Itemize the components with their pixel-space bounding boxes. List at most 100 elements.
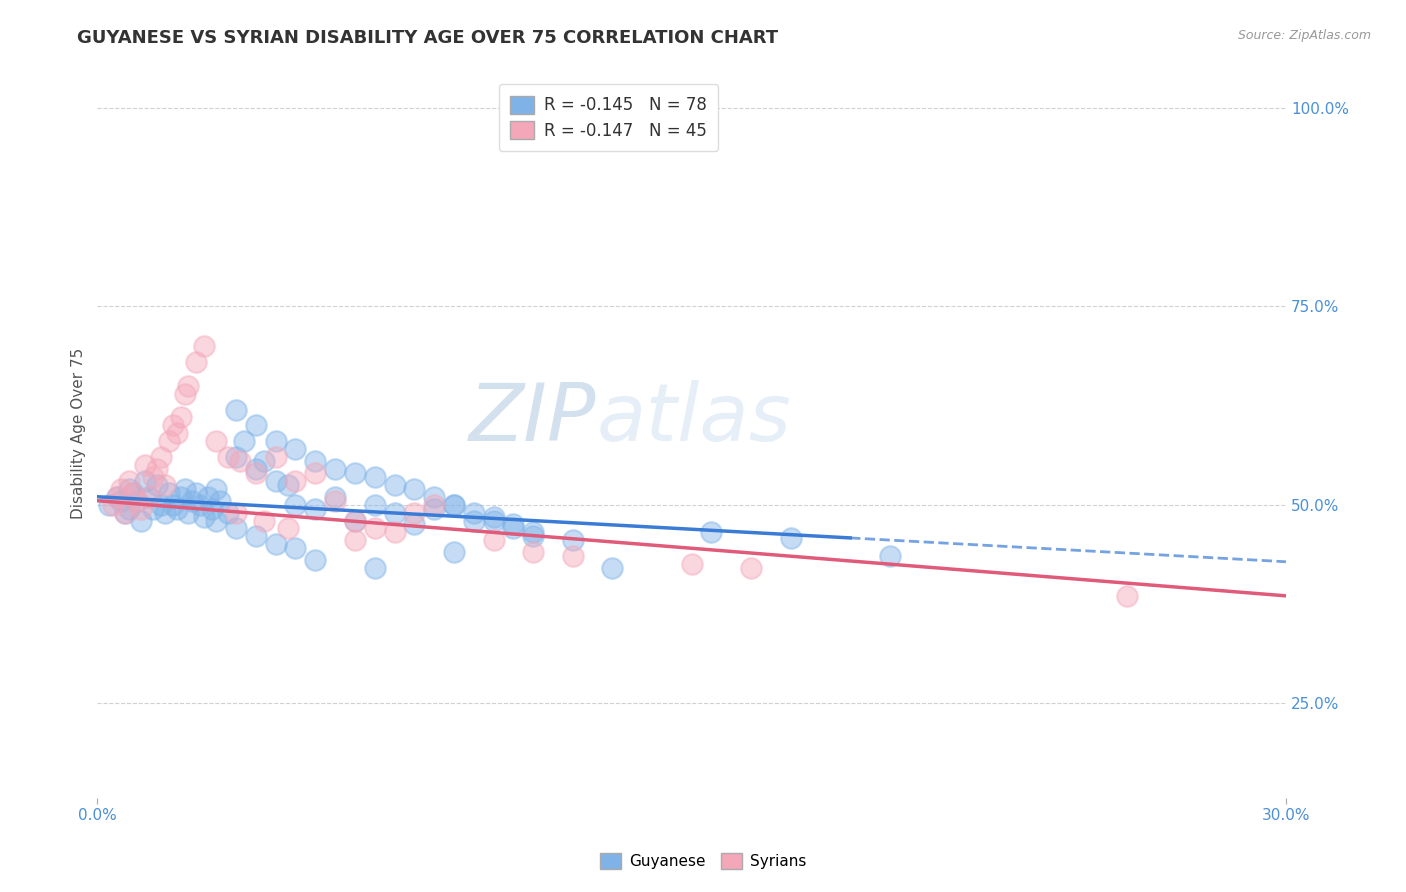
Point xyxy=(122,485,145,500)
Point xyxy=(105,490,128,504)
Point xyxy=(284,541,307,556)
Point xyxy=(277,478,299,492)
Point xyxy=(225,402,247,417)
Point xyxy=(217,506,239,520)
Point xyxy=(125,493,148,508)
Point xyxy=(177,506,200,520)
Point xyxy=(103,498,125,512)
Point xyxy=(146,478,169,492)
Point xyxy=(110,482,132,496)
Point xyxy=(157,485,180,500)
Point xyxy=(363,561,385,575)
Point xyxy=(149,498,172,512)
Point xyxy=(304,501,326,516)
Point xyxy=(245,418,267,433)
Point xyxy=(482,533,505,548)
Point xyxy=(363,498,385,512)
Point xyxy=(384,506,406,520)
Point xyxy=(153,506,176,520)
Text: Source: ZipAtlas.com: Source: ZipAtlas.com xyxy=(1237,29,1371,42)
Point xyxy=(323,462,346,476)
Point xyxy=(463,506,485,520)
Point xyxy=(363,521,385,535)
Point xyxy=(193,339,215,353)
Point xyxy=(284,474,307,488)
Point xyxy=(522,525,544,540)
Point xyxy=(323,490,346,504)
Point xyxy=(561,533,583,548)
Legend: Guyanese, Syrians: Guyanese, Syrians xyxy=(593,847,813,875)
Point xyxy=(245,462,267,476)
Point xyxy=(105,490,128,504)
Point xyxy=(166,501,188,516)
Point xyxy=(482,509,505,524)
Point xyxy=(98,498,121,512)
Point xyxy=(304,454,326,468)
Point xyxy=(502,517,524,532)
Point xyxy=(482,514,505,528)
Point xyxy=(166,426,188,441)
Point xyxy=(522,529,544,543)
Point xyxy=(114,506,136,520)
Point xyxy=(384,525,406,540)
Point xyxy=(740,561,762,575)
Point xyxy=(404,517,426,532)
Point xyxy=(201,501,224,516)
Point xyxy=(363,470,385,484)
Point xyxy=(443,498,465,512)
Point xyxy=(190,498,212,512)
Point xyxy=(502,521,524,535)
Point xyxy=(173,386,195,401)
Point xyxy=(162,498,184,512)
Point xyxy=(169,490,191,504)
Point xyxy=(602,561,624,575)
Text: GUYANESE VS SYRIAN DISABILITY AGE OVER 75 CORRELATION CHART: GUYANESE VS SYRIAN DISABILITY AGE OVER 7… xyxy=(77,29,779,46)
Point xyxy=(186,485,208,500)
Point xyxy=(118,482,141,496)
Point xyxy=(304,553,326,567)
Point xyxy=(177,378,200,392)
Point xyxy=(209,493,232,508)
Point xyxy=(1116,589,1139,603)
Point xyxy=(134,458,156,472)
Point xyxy=(205,482,228,496)
Point xyxy=(284,498,307,512)
Point xyxy=(134,474,156,488)
Point xyxy=(323,493,346,508)
Point xyxy=(779,531,801,545)
Point xyxy=(118,501,141,516)
Text: ZIP: ZIP xyxy=(470,380,596,458)
Point xyxy=(681,557,703,571)
Point xyxy=(443,498,465,512)
Point xyxy=(264,537,287,551)
Point xyxy=(304,466,326,480)
Point xyxy=(561,549,583,564)
Point xyxy=(404,482,426,496)
Point xyxy=(125,493,148,508)
Point xyxy=(343,514,366,528)
Point xyxy=(443,545,465,559)
Point xyxy=(343,514,366,528)
Point xyxy=(217,450,239,464)
Point xyxy=(229,454,252,468)
Text: atlas: atlas xyxy=(596,380,792,458)
Point xyxy=(142,470,165,484)
Point xyxy=(157,434,180,449)
Point xyxy=(146,462,169,476)
Point xyxy=(138,490,160,504)
Point xyxy=(264,474,287,488)
Point xyxy=(129,501,152,516)
Point xyxy=(253,454,276,468)
Point xyxy=(264,450,287,464)
Point xyxy=(118,474,141,488)
Point xyxy=(114,506,136,520)
Point xyxy=(225,506,247,520)
Point xyxy=(233,434,256,449)
Point xyxy=(700,525,723,540)
Point xyxy=(284,442,307,457)
Point xyxy=(264,434,287,449)
Point xyxy=(423,498,446,512)
Point xyxy=(153,478,176,492)
Point xyxy=(879,549,901,564)
Point xyxy=(193,509,215,524)
